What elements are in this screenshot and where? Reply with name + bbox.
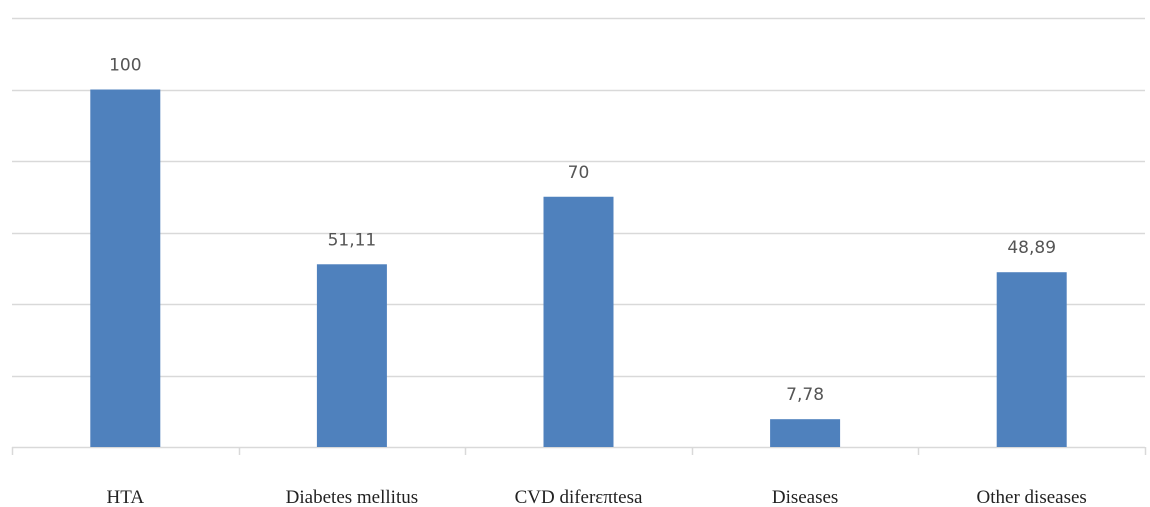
data-label: 51,11: [328, 230, 377, 250]
category-label: Diseases: [772, 487, 838, 507]
bar: [770, 419, 841, 447]
bar: [543, 196, 614, 447]
category-label: Diabetes mellitus: [286, 487, 418, 507]
data-label: 48,89: [1007, 238, 1056, 258]
data-label: 70: [568, 163, 590, 183]
bar: [316, 264, 387, 447]
data-label: 7,78: [786, 385, 824, 405]
category-label: CVD diferεπtesa: [515, 487, 643, 507]
bar: [90, 89, 161, 447]
bar: [996, 272, 1067, 447]
category-label: HTA: [107, 487, 145, 507]
category-label: Other diseases: [977, 487, 1087, 507]
data-label: 100: [109, 56, 141, 76]
